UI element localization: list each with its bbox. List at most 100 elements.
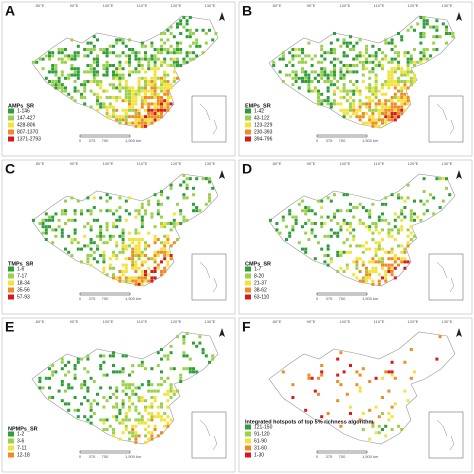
grid-cell [371,115,375,119]
grid-cell [368,121,372,125]
grid-cell [140,218,144,222]
grid-cell [124,418,128,422]
grid-cell [112,76,115,80]
grid-cell [272,64,276,67]
legend-swatch [8,431,14,437]
grid-cell [166,105,170,109]
grid-cell [112,108,115,112]
longitude-label: 110°E [137,3,148,8]
grid-cell [333,215,336,219]
grid-cell [291,57,295,61]
grid-cell [163,244,167,248]
grid-cell [409,60,413,64]
grid-cell [86,70,90,74]
grid-cell [144,76,147,80]
grid-cell [361,263,365,267]
grid-cell [390,266,394,270]
grid-cell [368,105,372,109]
grid-cell [387,115,391,119]
grid-cell [406,51,410,55]
grid-cell [441,22,445,26]
grid-cell [368,102,372,106]
grid-cell [390,73,394,77]
grid-cell [336,38,340,42]
grid-cell [124,428,128,431]
grid-cell [83,86,87,90]
grid-cell [304,60,308,64]
grid-cell [137,250,141,254]
grid-cell [349,231,352,235]
grid-cell [160,102,163,106]
panel-letter: F [242,319,251,335]
grid-cell [198,44,202,48]
grid-cell [163,99,167,103]
grid-cell [358,222,362,225]
grid-cell [160,96,163,99]
grid-cell [96,70,99,74]
grid-cell [160,44,163,48]
grid-cell [137,254,141,257]
longitude-label: 100°E [340,319,351,324]
grid-cell [390,415,394,419]
grid-cell [438,35,442,39]
grid-cell [169,418,173,422]
grid-cell [128,231,131,235]
grid-cell [310,64,314,67]
grid-cell [128,418,131,422]
grid-cell [294,73,298,77]
grid-cell [118,270,122,273]
grid-cell [163,424,167,428]
grid-cell [198,341,202,345]
grid-cell [307,54,311,58]
grid-cell [124,89,128,93]
grid-cell [179,222,183,225]
grid-cell [374,260,378,264]
grid-cell [128,115,131,119]
grid-cell [150,92,154,96]
grid-cell [358,38,362,42]
grid-cell [345,112,349,115]
grid-cell [185,332,189,335]
grid-cell [349,41,352,45]
grid-cell [336,373,340,377]
grid-cell [128,244,131,248]
grid-cell [400,80,404,83]
grid-cell [140,238,144,241]
grid-cell [60,383,64,387]
grid-cell [400,196,404,200]
grid-cell [160,193,163,197]
grid-cell [201,351,205,355]
grid-cell [422,35,426,39]
grid-cell [195,44,199,48]
legend-label: 123-229 [254,122,273,128]
grid-cell [131,402,135,406]
grid-cell [102,405,106,409]
grid-cell [51,80,55,83]
grid-cell [115,209,119,213]
grid-cell [320,222,324,225]
grid-cell [67,73,71,77]
grid-cell [349,89,352,93]
grid-cell [169,389,173,393]
grid-cell [128,238,131,241]
legend-label: 1-42 [254,108,264,114]
grid-cell [150,80,154,83]
grid-cell [365,266,368,270]
grid-cell [112,86,115,90]
grid-cell [112,276,115,280]
grid-cell [345,44,349,48]
grid-cell [419,51,423,55]
grid-cell [185,35,189,39]
north-arrow [219,170,225,179]
grid-cell [144,118,147,122]
grid-cell [310,209,314,213]
grid-cell [397,76,400,80]
grid-cell [368,212,372,216]
grid-cell [64,389,67,393]
grid-cell [86,257,90,261]
grid-cell [416,22,420,26]
grid-cell [422,190,426,193]
grid-cell [368,228,372,232]
grid-cell [310,89,314,93]
legend-swatch [8,287,14,293]
